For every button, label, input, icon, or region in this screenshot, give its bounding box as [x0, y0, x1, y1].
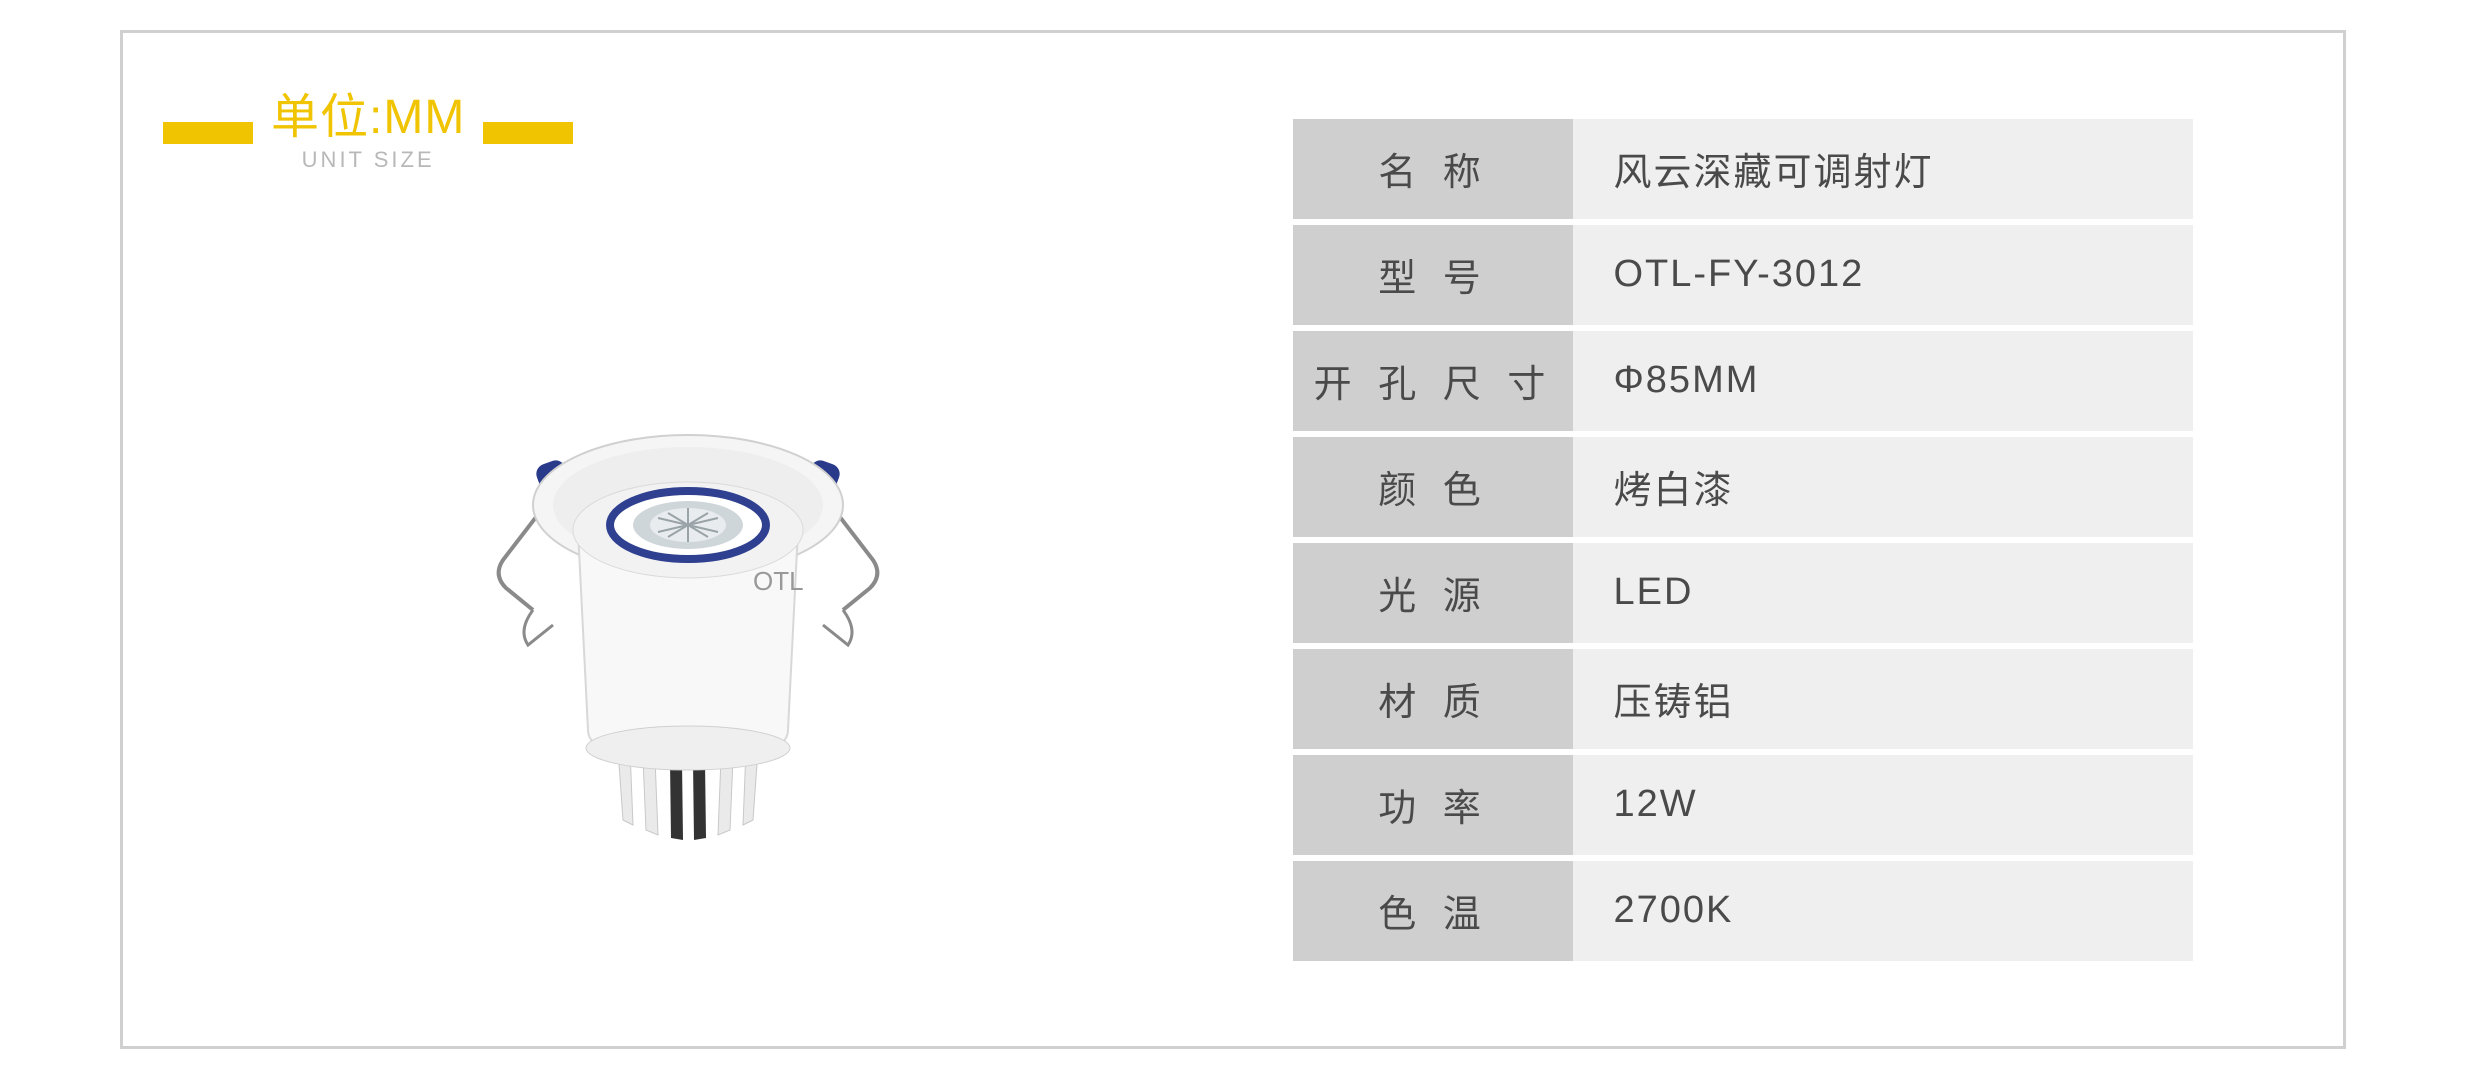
- spec-value: Φ85MM: [1573, 331, 2193, 431]
- table-row: 光 源LED: [1293, 543, 2193, 643]
- left-panel: 单位:MM UNIT SIZE: [153, 63, 1263, 1016]
- table-row: 开 孔 尺 寸Φ85MM: [1293, 331, 2193, 431]
- unit-text-block: 单位:MM UNIT SIZE: [271, 93, 465, 173]
- header-bar-right: [483, 122, 573, 144]
- spec-label: 色 温: [1293, 861, 1573, 961]
- brand-label: OTL: [753, 566, 804, 596]
- spec-label: 开 孔 尺 寸: [1293, 331, 1573, 431]
- spec-label: 型 号: [1293, 225, 1573, 325]
- spec-value: 压铸铝: [1573, 649, 2193, 749]
- spec-label: 材 质: [1293, 649, 1573, 749]
- right-panel: 名 称风云深藏可调射灯型 号OTL-FY-3012开 孔 尺 寸Φ85MM颜 色…: [1263, 63, 2313, 1016]
- spec-value: OTL-FY-3012: [1573, 225, 2193, 325]
- table-row: 颜 色烤白漆: [1293, 437, 2193, 537]
- product-illustration: OTL: [458, 330, 918, 850]
- spec-table: 名 称风云深藏可调射灯型 号OTL-FY-3012开 孔 尺 寸Φ85MM颜 色…: [1293, 113, 2193, 967]
- spec-value: 风云深藏可调射灯: [1573, 119, 2193, 219]
- unit-title: 单位:MM: [271, 93, 465, 143]
- spec-value: 12W: [1573, 755, 2193, 855]
- product-image-area: OTL: [153, 183, 1223, 996]
- unit-subtitle: UNIT SIZE: [302, 147, 435, 173]
- header-bar-left: [163, 122, 253, 144]
- table-row: 材 质压铸铝: [1293, 649, 2193, 749]
- spec-label: 功 率: [1293, 755, 1573, 855]
- table-row: 名 称风云深藏可调射灯: [1293, 119, 2193, 219]
- spec-value: 2700K: [1573, 861, 2193, 961]
- table-row: 功 率12W: [1293, 755, 2193, 855]
- spec-value: LED: [1573, 543, 2193, 643]
- spec-value: 烤白漆: [1573, 437, 2193, 537]
- spec-label: 光 源: [1293, 543, 1573, 643]
- bottom-plate: [586, 726, 790, 770]
- spec-label: 名 称: [1293, 119, 1573, 219]
- spec-label: 颜 色: [1293, 437, 1573, 537]
- product-spec-frame: 单位:MM UNIT SIZE: [120, 30, 2346, 1049]
- table-row: 色 温2700K: [1293, 861, 2193, 961]
- table-row: 型 号OTL-FY-3012: [1293, 225, 2193, 325]
- unit-header: 单位:MM UNIT SIZE: [163, 93, 1223, 173]
